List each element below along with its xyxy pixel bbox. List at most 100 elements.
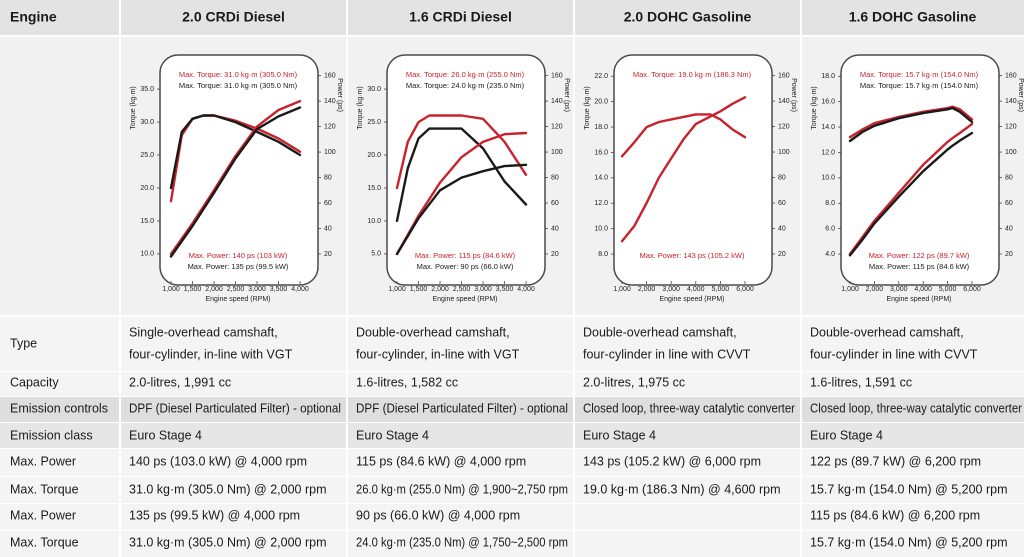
- table-cell: 135 ps (99.5 kW) @ 4,000 rpm: [129, 508, 300, 522]
- header-cell: 1.6 CRDi Diesel: [409, 9, 512, 25]
- x-tick-label: 1,000: [613, 286, 631, 293]
- table-cell: four-cylinder, in-line with VGT: [129, 347, 293, 361]
- table-cell: 26.0 kg·m (255.0 Nm) @ 1,900~2,750 rpm: [356, 482, 568, 496]
- x-tick-label: 1,500: [184, 286, 202, 293]
- table-cell: Single-overhead camshaft,: [129, 325, 278, 339]
- engine-chart: 1,000 2,000 3,000 4,000 5,000 6,000 Engine spe…: [811, 54, 1024, 303]
- header-cell: Engine: [10, 9, 57, 25]
- y2-tick-label: 60: [551, 200, 559, 207]
- y2-tick-label: 100: [1005, 149, 1017, 156]
- table-cell: Double-overhead camshaft,: [810, 325, 964, 339]
- table-cell: 122 ps (89.7 kW) @ 6,200 rpm: [810, 454, 981, 468]
- row-label: Max. Torque: [10, 535, 79, 549]
- row-band: [0, 397, 1024, 422]
- y-tick-label: 30.0: [367, 86, 381, 93]
- y-tick-label: 10.0: [594, 225, 608, 232]
- curve: [169, 99, 302, 256]
- row-label: Max. Torque: [10, 482, 79, 496]
- y2-tick-label: 20: [324, 251, 332, 258]
- y2-tick-label: 60: [324, 200, 332, 207]
- y-tick-label: 18.0: [594, 124, 608, 131]
- row-label: Max. Power: [10, 508, 76, 522]
- power-note: Max. Power: 140 ps (103 kW): [189, 251, 288, 260]
- table-cell: 115 ps (84.6 kW) @ 4,000 rpm: [356, 454, 526, 468]
- torque-note: Max. Torque: 15.7 kg·m (154.0 Nm): [860, 81, 979, 90]
- torque-note: Max. Torque: 15.7 kg·m (154.0 Nm): [860, 70, 979, 79]
- row-band: [0, 0, 1024, 35]
- y2-tick-label: 80: [324, 174, 332, 181]
- x-tick-label: 2,500: [227, 286, 245, 293]
- x-tick-label: 2,000: [431, 286, 449, 293]
- y2-tick-label: 100: [324, 149, 336, 156]
- curve: [620, 96, 747, 243]
- y2-tick-label: 120: [324, 123, 336, 130]
- y-tick-label: 10.0: [367, 218, 381, 225]
- table-cell: 31.0 kg·m (305.0 Nm) @ 2,000 rpm: [129, 482, 327, 496]
- y-tick-label: 4.0: [825, 251, 835, 258]
- y-tick-label: 14.0: [821, 124, 835, 131]
- x-tick-label: 3,500: [270, 286, 288, 293]
- curve: [848, 106, 974, 143]
- y2-tick-label: 140: [778, 98, 790, 105]
- x-axis-title: Engine speed (RPM): [660, 296, 725, 303]
- table-cell: 2.0-litres, 1,991 cc: [129, 375, 231, 389]
- y2-tick-label: 20: [778, 251, 786, 258]
- table-cell: Euro Stage 4: [810, 428, 883, 442]
- table-cell: four-cylinder, in-line with VGT: [356, 347, 520, 361]
- power-note: Max. Power: 143 ps (105.2 kW): [639, 251, 745, 260]
- y-tick-label: 16.0: [821, 98, 835, 105]
- header-cell: 2.0 DOHC Gasoline: [624, 9, 752, 25]
- row-band: [0, 317, 1024, 371]
- y2-tick-label: 140: [1005, 98, 1017, 105]
- y2-tick-label: 40: [778, 225, 786, 232]
- y2-tick-label: 140: [551, 98, 563, 105]
- y-tick-label: 18.0: [821, 73, 835, 80]
- curve: [395, 114, 528, 190]
- x-tick-label: 3,000: [890, 286, 908, 293]
- power-note: Max. Power: 90 ps (66.0 kW): [417, 262, 514, 271]
- table-cell: 15.7 kg·m (154.0 Nm) @ 5,200 rpm: [810, 482, 1008, 496]
- row-label: Emission class: [10, 428, 93, 442]
- y-tick-label: 5.0: [371, 251, 381, 258]
- y-tick-label: 20.0: [140, 185, 154, 192]
- chart-frame: [386, 54, 546, 286]
- x-tick-label: 6,000: [736, 286, 754, 293]
- x-tick-label: 4,000: [687, 286, 705, 293]
- header-cell: 2.0 CRDi Diesel: [182, 9, 285, 25]
- table-cell: 140 ps (103.0 kW) @ 4,000 rpm: [129, 454, 307, 468]
- curve: [848, 122, 974, 256]
- x-tick-label: 2,500: [453, 286, 471, 293]
- table-cell: 15.7 kg·m (154.0 Nm) @ 5,200 rpm: [810, 535, 1008, 549]
- y2-tick-label: 40: [1005, 225, 1013, 232]
- x-tick-label: 4,000: [517, 286, 535, 293]
- x-tick-label: 1,000: [841, 286, 859, 293]
- row-band: [0, 504, 1024, 530]
- table-cell: 31.0 kg·m (305.0 Nm) @ 2,000 rpm: [129, 535, 327, 549]
- table-cell: 90 ps (66.0 kW) @ 4,000 rpm: [356, 508, 520, 522]
- torque-note: Max. Torque: 19.0 kg·m (186.3 Nm): [633, 70, 752, 79]
- chart-frame: [613, 54, 773, 286]
- x-tick-label: 2,000: [638, 286, 656, 293]
- y-tick-label: 20.0: [594, 98, 608, 105]
- y2-tick-label: 100: [778, 149, 790, 156]
- y2-tick-label: 20: [1005, 251, 1013, 258]
- row-band: [0, 372, 1024, 396]
- y-tick-label: 12.0: [594, 200, 608, 207]
- engine-chart: 1,000 2,000 3,000 4,000 5,000 6,000 Engine spe…: [584, 54, 797, 303]
- y-tick-label: 10.0: [140, 251, 154, 258]
- row-band: [0, 449, 1024, 476]
- curve: [848, 131, 974, 257]
- row-label: Emission controls: [10, 401, 108, 415]
- y2-tick-label: 100: [551, 149, 563, 156]
- table-cell: four-cylinder in line with CVVT: [583, 347, 751, 361]
- y-axis-title: Torque (kg·m): [357, 86, 364, 130]
- table-cell: 143 ps (105.2 kW) @ 6,000 rpm: [583, 454, 761, 468]
- y-tick-label: 30.0: [140, 119, 154, 126]
- y-tick-label: 22.0: [594, 73, 608, 80]
- x-tick-label: 4,000: [914, 286, 932, 293]
- x-tick-label: 5,000: [712, 286, 730, 293]
- y-axis-title: Torque (kg·m): [130, 86, 137, 130]
- y-axis-title: Torque (kg·m): [584, 86, 591, 130]
- x-tick-label: 3,500: [496, 286, 514, 293]
